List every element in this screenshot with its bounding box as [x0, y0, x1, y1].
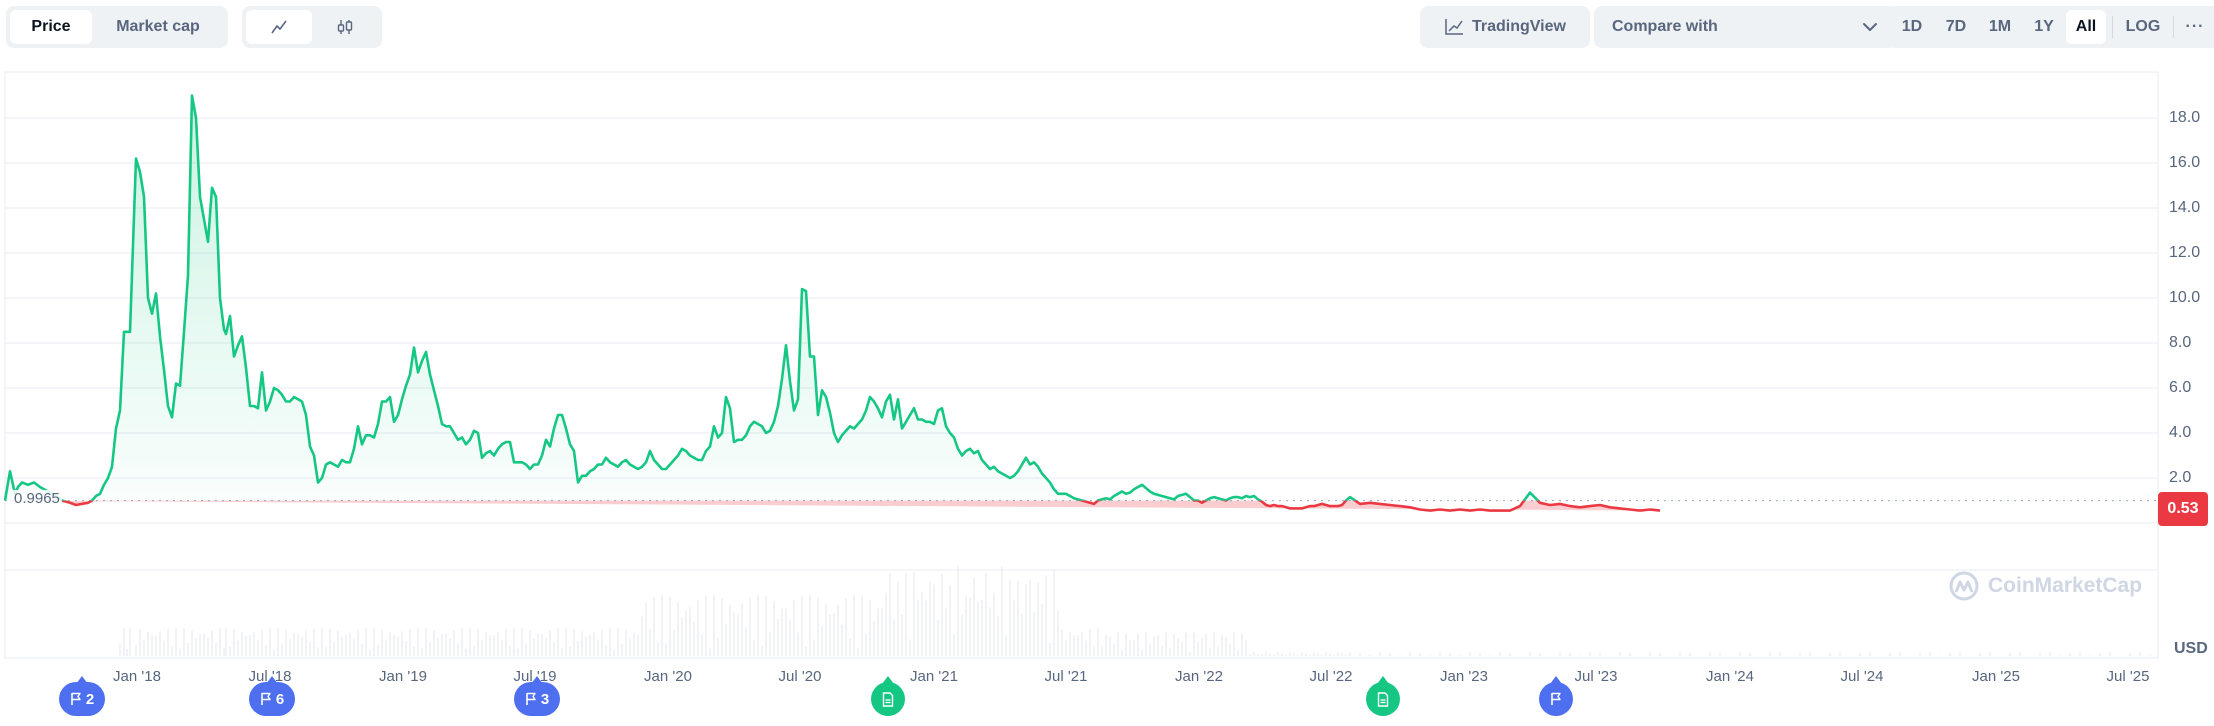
x-tick-label: Jul '20: [778, 668, 822, 685]
price-chart[interactable]: 2.0 4.0 6.0 8.0 10.0 12.0 14.0 16.0 18.0 Jan '18…: [0, 70, 2214, 726]
compare-with-label: Compare with: [1612, 18, 1718, 35]
tradingview-icon: [1445, 19, 1464, 35]
event-flag-marker[interactable]: 2: [59, 682, 105, 716]
x-tick-label: Jul '22: [1309, 668, 1353, 685]
event-flag-marker[interactable]: 6: [249, 682, 295, 716]
x-tick-label: Jul '24: [1840, 668, 1884, 685]
x-tick-label: Jan '23: [1440, 668, 1488, 685]
candlestick-icon: [337, 20, 353, 34]
price-marketcap-toggle: Price Market cap: [6, 6, 228, 48]
x-tick-label: Jan '25: [1972, 668, 2020, 685]
x-tick-label: Jan '22: [1175, 668, 1223, 685]
tradingview-label: TradingView: [1472, 18, 1566, 35]
tradingview-button[interactable]: TradingView: [1420, 6, 1590, 48]
x-tick-label: Jan '21: [910, 668, 958, 685]
y-tick-label: 4.0: [2169, 424, 2192, 441]
event-document-marker[interactable]: [871, 682, 905, 716]
marker-count: 2: [85, 690, 95, 708]
flag-icon: [71, 692, 81, 705]
watermark-text: CoinMarketCap: [1988, 574, 2143, 597]
x-tick-label: Jan '19: [379, 668, 427, 685]
event-flag-marker[interactable]: [1539, 682, 1573, 716]
x-tick-label: Jul '23: [1574, 668, 1618, 685]
line-chart-button[interactable]: [246, 10, 312, 44]
range-all[interactable]: All: [2066, 10, 2106, 44]
range-1y[interactable]: 1Y: [2034, 18, 2054, 35]
x-tick-label: Jul '25: [2106, 668, 2150, 685]
divider: [2112, 16, 2113, 38]
marker-count: 6: [275, 690, 285, 708]
coinmarketcap-watermark: CoinMarketCap: [1948, 570, 2142, 602]
baseline-price-label: 0.9965: [12, 490, 62, 507]
chart-canvas[interactable]: [0, 70, 2214, 726]
marker-count: 3: [540, 690, 550, 708]
range-1m[interactable]: 1M: [1988, 18, 2012, 35]
y-tick-label: 18.0: [2169, 109, 2201, 126]
x-tick-label: Jan '18: [113, 668, 161, 685]
tab-market-cap[interactable]: Market cap: [116, 18, 200, 35]
y-tick-label: 12.0: [2169, 244, 2201, 261]
x-tick-label: Jan '20: [644, 668, 692, 685]
y-tick-label: 10.0: [2169, 289, 2201, 306]
document-icon: [882, 691, 894, 707]
flag-icon: [1551, 692, 1561, 705]
line-chart-icon: [271, 20, 287, 34]
flag-icon: [261, 692, 271, 705]
y-tick-label: 14.0: [2169, 199, 2201, 216]
y-tick-label: 8.0: [2169, 334, 2192, 351]
tab-price[interactable]: Price: [10, 10, 92, 44]
chart-type-toggle: [242, 6, 382, 48]
y-tick-label: 6.0: [2169, 379, 2192, 396]
coinmarketcap-logo-icon: [1949, 571, 1979, 601]
range-1d[interactable]: 1D: [1901, 18, 1923, 35]
x-tick-label: Jul '21: [1044, 668, 1088, 685]
range-7d[interactable]: 7D: [1945, 18, 1967, 35]
flag-icon: [526, 692, 536, 705]
chart-toolbar: Price Market cap TradingView Compare wit…: [6, 6, 2214, 48]
chevron-down-icon: [1863, 23, 1877, 31]
compare-with-dropdown[interactable]: Compare with: [1594, 6, 1896, 48]
currency-label: USD: [2174, 640, 2208, 657]
more-options-button[interactable]: ···: [2185, 18, 2205, 35]
y-tick-label: 2.0: [2169, 469, 2192, 486]
current-price-tag: 0.53: [2158, 492, 2208, 526]
log-scale-toggle[interactable]: LOG: [2125, 18, 2161, 35]
y-tick-label: 16.0: [2169, 154, 2201, 171]
divider: [2173, 16, 2174, 38]
event-flag-marker[interactable]: 3: [514, 682, 560, 716]
event-document-marker[interactable]: [1366, 682, 1400, 716]
x-tick-label: Jan '24: [1706, 668, 1754, 685]
time-range-selector: 1D 7D 1M 1Y All LOG ···: [1886, 6, 2214, 48]
document-icon: [1377, 691, 1389, 707]
candlestick-chart-button[interactable]: [312, 10, 378, 44]
